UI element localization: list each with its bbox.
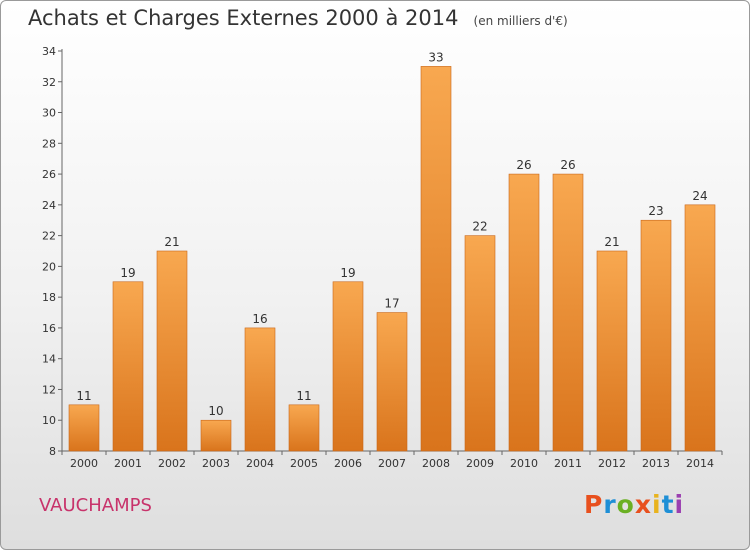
bar-value-label: 24 [692, 189, 707, 203]
bar-value-label: 22 [472, 220, 487, 234]
bar-value-label: 21 [604, 235, 619, 249]
bar-value-label: 10 [208, 404, 223, 418]
chart-subtitle: (en milliers d'€) [473, 14, 568, 28]
x-tick-label: 2003 [202, 457, 230, 470]
bar-2007 [376, 312, 408, 452]
bar-2005 [288, 404, 320, 452]
x-tick-label: 2012 [598, 457, 626, 470]
y-tick-label: 10 [42, 414, 56, 427]
y-tick-label: 18 [42, 291, 56, 304]
bar-value-label: 19 [120, 266, 135, 280]
bar-2003 [200, 419, 232, 452]
x-tick-label: 2001 [114, 457, 142, 470]
logo-letter: o [616, 490, 635, 519]
x-tick-label: 2013 [642, 457, 670, 470]
x-tick-label: 2007 [378, 457, 406, 470]
x-tick-label: 2009 [466, 457, 494, 470]
bars-group: 11 19 21 10 16 11 19 17 33 22 26 26 21 23 24 [68, 50, 716, 452]
logo-letter: i [674, 490, 685, 519]
bar-value-label: 11 [296, 389, 311, 403]
y-tick-label: 16 [42, 322, 56, 335]
bar-2004 [244, 327, 276, 452]
proxiti-logo: Proxiti [584, 490, 684, 519]
logo-letter: x [634, 490, 652, 519]
x-tick-label: 2011 [554, 457, 582, 470]
y-tick-label: 12 [42, 383, 56, 396]
bar-2006 [332, 281, 364, 452]
x-tick-label: 2008 [422, 457, 450, 470]
bar-2014 [684, 204, 716, 452]
y-tick-label: 28 [42, 137, 56, 150]
bar-value-label: 16 [252, 312, 267, 326]
title-row: Achats et Charges Externes 2000 à 2014 (… [28, 6, 568, 30]
bar-2013 [640, 219, 672, 452]
town-name: VAUCHAMPS [39, 495, 152, 516]
x-tick-label: 2002 [158, 457, 186, 470]
y-tick-label: 8 [49, 445, 56, 458]
bar-2001 [112, 281, 144, 452]
chart-title: Achats et Charges Externes 2000 à 2014 [28, 6, 459, 30]
bar-value-label: 26 [516, 158, 531, 172]
y-tick-label: 26 [42, 168, 56, 181]
bar-value-label: 19 [340, 266, 355, 280]
logo-letter: t [661, 490, 675, 519]
logo-letter: i [652, 490, 662, 519]
bar-value-label: 11 [76, 389, 91, 403]
bar-value-label: 26 [560, 158, 575, 172]
bar-value-label: 33 [428, 50, 443, 64]
x-tick-label: 2005 [290, 457, 318, 470]
bar-2002 [156, 250, 188, 452]
bar-2012 [596, 250, 628, 452]
logo-letter: P [584, 490, 604, 519]
bar-value-label: 23 [648, 204, 663, 218]
bar-2008 [420, 66, 452, 452]
bar-value-label: 17 [384, 297, 399, 311]
y-tick-label: 34 [42, 45, 56, 58]
bar-2011 [552, 173, 584, 452]
x-tick-label: 2000 [70, 457, 98, 470]
x-tick-label: 2006 [334, 457, 362, 470]
bar-value-label: 21 [164, 235, 179, 249]
bar-2009 [464, 235, 496, 452]
x-tick-label: 2004 [246, 457, 274, 470]
y-tick-label: 22 [42, 230, 56, 243]
y-tick-label: 14 [42, 353, 56, 366]
y-tick-label: 20 [42, 260, 56, 273]
x-tick-label: 2010 [510, 457, 538, 470]
y-tick-label: 24 [42, 199, 56, 212]
x-tick-label: 2014 [686, 457, 714, 470]
y-tick-label: 32 [42, 76, 56, 89]
bar-2010 [508, 173, 540, 452]
y-axis: 8 10 12 14 16 18 20 22 24 26 28 30 32 34 [42, 45, 63, 458]
x-axis: 2000 2001 2002 2003 2004 2005 2006 2007 2008 2009… [61, 450, 723, 470]
logo-letter: r [603, 490, 617, 519]
bar-2000 [68, 404, 100, 452]
y-tick-label: 30 [42, 107, 56, 120]
